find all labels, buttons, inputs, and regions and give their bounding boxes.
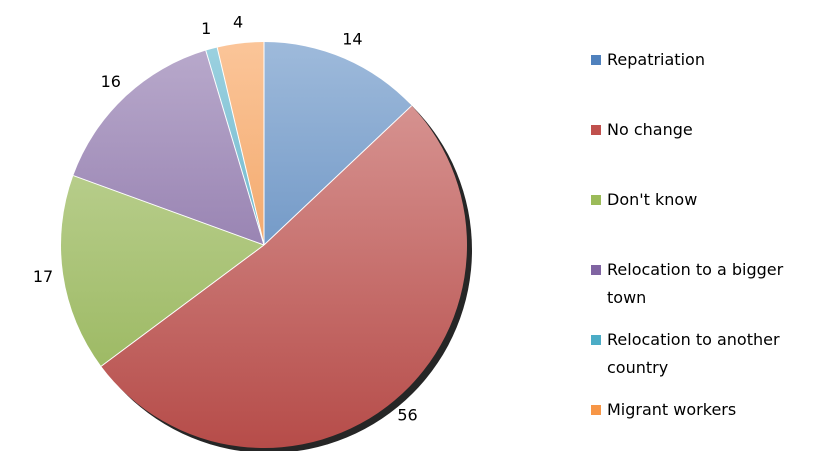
legend-item: Relocation to a bigger town (591, 256, 826, 312)
legend-label: Migrant workers (607, 400, 737, 419)
legend-item: Repatriation (591, 46, 826, 74)
legend-label: Relocation to another country (607, 330, 780, 377)
pie-slice (101, 105, 467, 449)
legend-swatch (591, 125, 601, 135)
pie-slice (60, 175, 264, 367)
pie-slice (264, 42, 412, 245)
legend-swatch (591, 195, 601, 205)
legend-swatch (591, 335, 601, 345)
data-label: 16 (101, 72, 121, 91)
data-label: 17 (33, 267, 53, 286)
slice-edge (263, 105, 412, 246)
legend-label: No change (607, 120, 693, 139)
legend-item: No change (591, 116, 826, 144)
legend-item: Relocation to another country (591, 326, 826, 382)
legend-swatch (591, 265, 601, 275)
slice-edge (205, 50, 265, 246)
pie-slice (73, 50, 264, 245)
slice-edge (216, 47, 265, 246)
legend-item: Migrant workers (591, 396, 826, 424)
legend-swatch (591, 405, 601, 415)
legend-item: Don't know (591, 186, 826, 214)
data-label: 1 (201, 19, 211, 38)
data-label: 56 (397, 406, 417, 425)
data-label: 4 (233, 13, 243, 32)
legend-label: Relocation to a bigger town (607, 260, 784, 307)
legend-swatch (591, 55, 601, 65)
legend-label: Repatriation (607, 50, 705, 69)
legend-label: Don't know (607, 190, 698, 209)
slice-edge (73, 175, 265, 246)
data-label: 14 (342, 29, 362, 48)
slice-edge (100, 244, 265, 367)
